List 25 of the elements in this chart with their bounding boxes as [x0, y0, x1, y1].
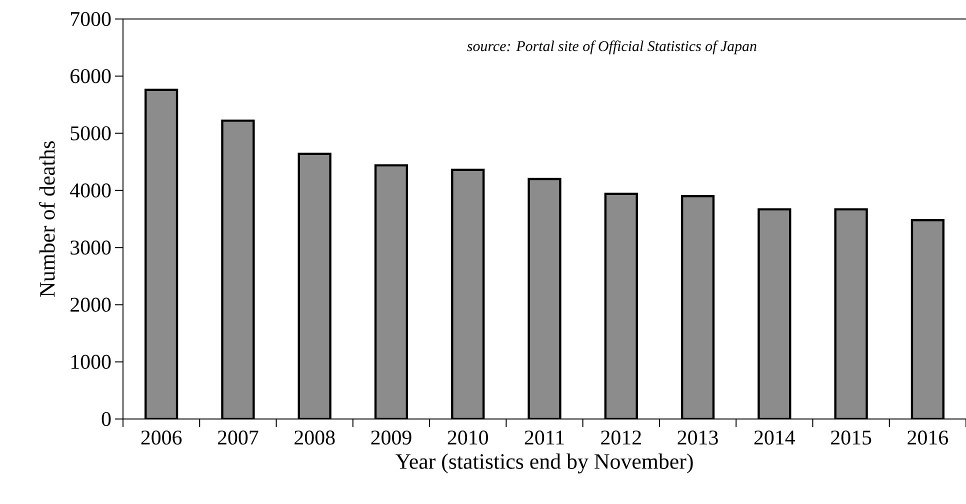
x-tick-label: 2016: [908, 430, 948, 445]
x-tick-label: 2009: [371, 430, 412, 445]
y-tick-label: 3000: [70, 240, 111, 255]
x-tick-label: 2008: [294, 430, 335, 445]
x-tick-label: 2010: [448, 430, 488, 445]
bar: [758, 208, 792, 419]
x-tick-label: 2011: [524, 430, 564, 445]
bar: [221, 120, 255, 419]
y-tick-label: 6000: [70, 69, 111, 84]
x-axis-title: Year (statistics end by November): [396, 453, 693, 474]
y-axis-title: Number of deaths: [39, 141, 55, 297]
y-tick-label: 2000: [70, 298, 111, 312]
y-tick-label: 4000: [70, 183, 111, 198]
x-tick-label: 2012: [601, 430, 641, 445]
x-tick-label: 2007: [218, 430, 258, 445]
y-tick-label: 5000: [70, 126, 111, 140]
x-tick-label: 2013: [678, 430, 718, 445]
bar: [834, 208, 868, 419]
y-tick-label: 0: [102, 412, 111, 426]
x-tick-label: 2015: [831, 430, 872, 445]
x-tick-label: 2006: [141, 430, 182, 445]
annotation: source: Portal site of Official Statistics of Japan: [467, 40, 756, 54]
y-tick-label: 7000: [71, 12, 111, 26]
x-tick-label: 2014: [754, 430, 796, 445]
y-tick-label: 1000: [71, 354, 111, 369]
